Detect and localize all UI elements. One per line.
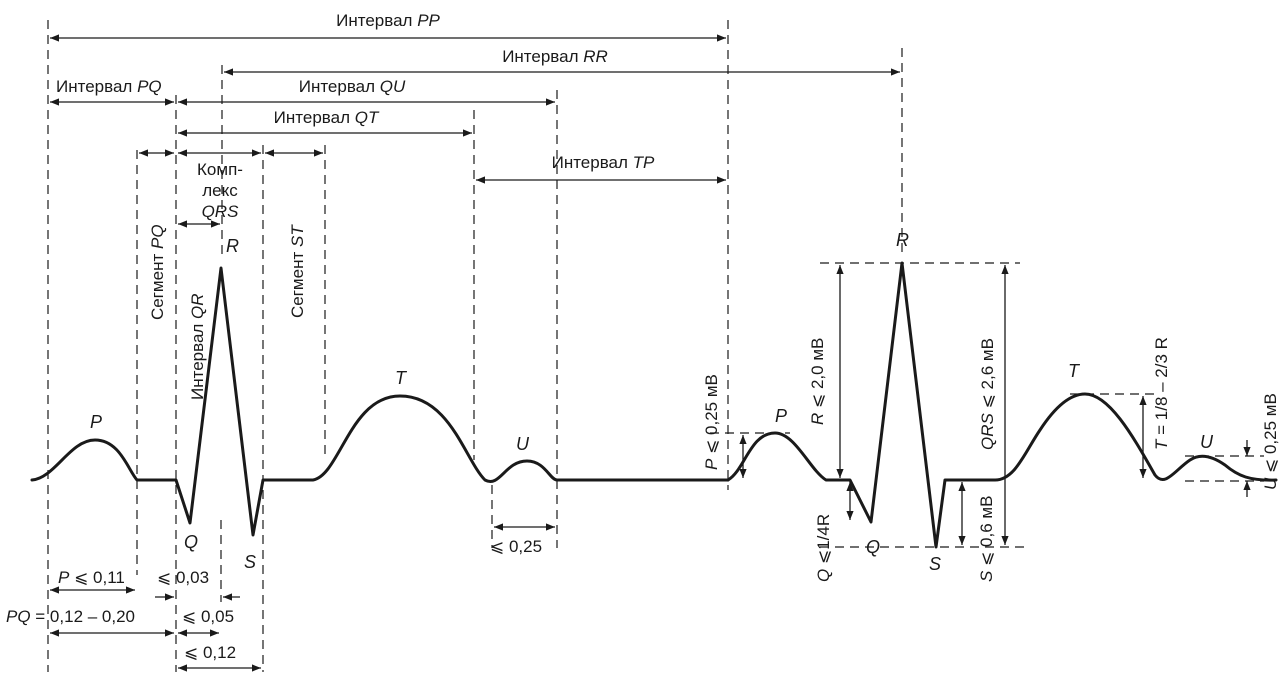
duration-qrs-total-label: ⩽ 0,12 [184, 643, 236, 662]
interval-pq-label: Интервал PQ [56, 77, 162, 96]
amplitude-q-label: Q ⩽1/4R [814, 514, 833, 582]
amplitude-r-label: R ⩽ 2,0 мВ [808, 338, 827, 425]
duration-pq-label: PQ = 0,12 – 0,20 [6, 607, 135, 626]
interval-qr-label: Интервал QR [188, 293, 207, 400]
segment-st-label: Сегмент ST [288, 224, 307, 318]
amplitude-p-label: P ⩽ 0,25 мВ [702, 374, 721, 470]
duration-arrows [50, 523, 555, 672]
wave-q-label-2: Q [866, 537, 880, 557]
duration-qr-label: ⩽ 0,03 [157, 568, 209, 587]
wave-s-label-2: S [929, 554, 941, 574]
duration-p-label: P ⩽ 0,11 [58, 568, 125, 587]
interval-rr-label: Интервал RR [502, 47, 608, 66]
wave-r-label-1: R [226, 236, 239, 256]
wave-q-label-1: Q [184, 532, 198, 552]
interval-pp-label: Интервал PP [336, 11, 440, 30]
amplitude-qrs-label: QRS ⩽ 2,6 мВ [978, 338, 997, 450]
ecg-waveform-beat-2 [726, 261, 1278, 549]
duration-u-label: ⩽ 0,25 [490, 537, 542, 556]
amplitude-s-label: S ⩽ 0,6 мВ [977, 496, 996, 582]
wave-t-label-1: T [395, 368, 408, 388]
wave-p-label-1: P [90, 412, 102, 432]
wave-u-label-2: U [1200, 432, 1214, 452]
interval-arrows [50, 34, 900, 228]
amplitude-t-label: T = 1/8 – 2/3 R [1152, 337, 1171, 450]
amplitude-u-label: U ⩽ 0,25 мВ [1261, 393, 1280, 490]
interval-qu-label: Интервал QU [299, 77, 406, 96]
duration-qrs-label: ⩽ 0,05 [182, 607, 234, 626]
ecg-waveform-beat-1 [30, 266, 730, 537]
segment-pq-label: Сегмент PQ [148, 224, 167, 320]
complex-qrs-line1: Комп- [197, 160, 243, 179]
wave-r-label-2: R [896, 230, 909, 250]
wave-s-label-1: S [244, 552, 256, 572]
interval-qt-label: Интервал QT [274, 108, 380, 127]
complex-qrs-line2: лекс [202, 181, 238, 200]
complex-qrs-line3: QRS [202, 202, 240, 221]
amplitude-arrows [739, 265, 1251, 545]
wave-p-label-2: P [775, 406, 787, 426]
wave-t-label-2: T [1068, 361, 1081, 381]
wave-u-label-1: U [516, 434, 530, 454]
interval-tp-label: Интервал TP [552, 153, 655, 172]
